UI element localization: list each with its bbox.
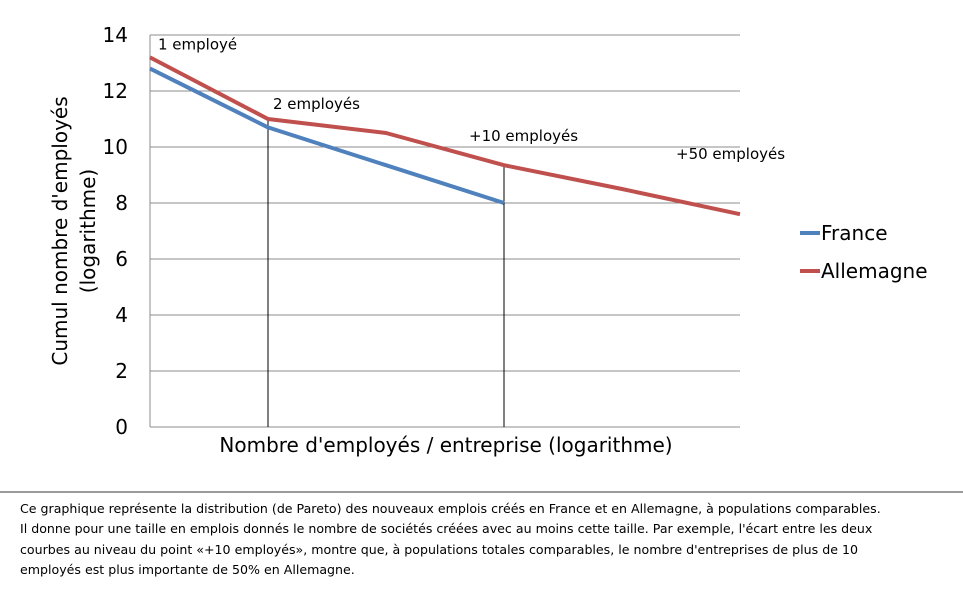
caption-separator xyxy=(0,491,963,493)
data-annotation: +10 employés xyxy=(469,127,578,145)
legend-label: France xyxy=(821,221,888,245)
y-tick-label: 0 xyxy=(115,415,128,439)
data-annotation: 2 employés xyxy=(273,95,360,113)
caption: Ce graphique représente la distribution … xyxy=(20,499,960,580)
y-tick-label: 2 xyxy=(115,359,128,383)
y-tick-label: 4 xyxy=(115,303,128,327)
x-axis-title: Nombre d'employés / entreprise (logarith… xyxy=(219,433,672,457)
caption-line: courbes au niveau du point «+10 employés… xyxy=(20,541,858,557)
y-axis-title-line2: (logarithme) xyxy=(76,169,100,293)
y-tick-label: 12 xyxy=(103,79,128,103)
series-line-allemagne xyxy=(149,55,741,217)
caption-line: employés est plus importante de 50% en A… xyxy=(20,561,355,577)
y-tick-label: 6 xyxy=(115,247,128,271)
data-annotation: +50 employés xyxy=(676,145,785,163)
caption-line: Ce graphique représente la distribution … xyxy=(20,501,881,516)
y-axis-title-line1: Cumul nombre d'employés xyxy=(48,96,72,365)
legend-label: Allemagne xyxy=(821,259,928,283)
y-tick-label: 8 xyxy=(115,191,128,215)
caption-line: Il donne pour une taille en emplois donn… xyxy=(20,521,873,537)
data-annotation: 1 employé xyxy=(158,35,237,53)
legend: France Allemagne xyxy=(800,221,928,283)
y-tick-label: 10 xyxy=(103,135,128,159)
y-tick-label: 14 xyxy=(103,23,128,47)
chart: 0 2 4 6 8 10 12 14 1 employé 2 employés +10 emplo… xyxy=(48,23,928,457)
series-line-france xyxy=(149,66,505,205)
